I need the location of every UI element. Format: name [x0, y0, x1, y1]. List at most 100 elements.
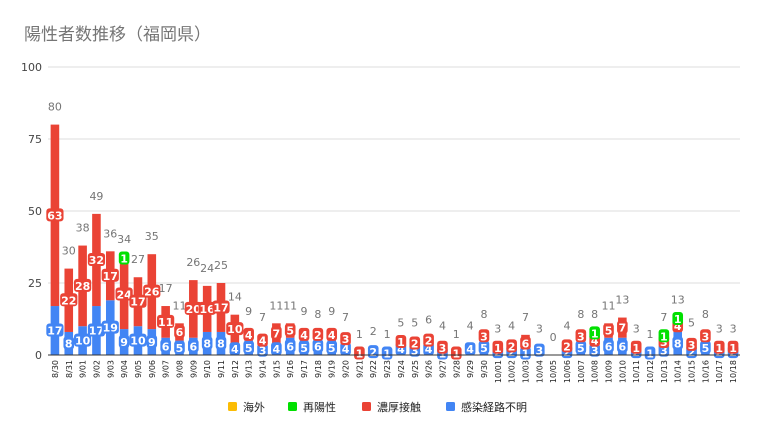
total-label: 5 — [411, 317, 418, 330]
data-label-fumei: 5 — [300, 342, 308, 355]
data-label-bg — [115, 287, 133, 301]
total-label: 17 — [159, 282, 173, 295]
data-label-bg — [160, 339, 171, 353]
x-tick-label: 9/26 — [425, 360, 434, 378]
data-label-noukou: 24 — [116, 289, 132, 302]
x-tick-label: 10/07 — [577, 360, 586, 383]
legend[interactable]: 海外 再陽性 濃厚接触 感染経路不明 — [228, 400, 527, 414]
total-label: 3 — [494, 322, 501, 335]
total-label: 13 — [671, 294, 685, 307]
total-label: 7 — [342, 311, 349, 324]
y-axis-ticks: 0 25 50 75 100 — [21, 61, 42, 362]
data-label-bg — [700, 329, 711, 343]
data-label-fumei: 5 — [176, 342, 184, 355]
data-label-noukou: 3 — [480, 330, 488, 343]
data-label-noukou: 2 — [508, 340, 516, 353]
data-label-noukou: 4 — [300, 329, 308, 342]
x-tick-label: 10/02 — [508, 360, 517, 383]
data-label-noukou: 7 — [619, 322, 627, 335]
data-label-noukou: 26 — [144, 286, 160, 299]
data-label-bg — [143, 284, 161, 298]
data-label-fumei: 3 — [259, 345, 267, 358]
total-label: 14 — [228, 291, 242, 304]
data-label-noukou: 2 — [563, 340, 571, 353]
total-label: 11 — [172, 299, 186, 312]
data-label-fumei: 17 — [47, 325, 62, 338]
data-label-bg — [46, 208, 64, 222]
data-label-fumei: 1 — [383, 348, 391, 361]
data-label-fumei: 5 — [245, 342, 253, 355]
data-label-bg — [257, 343, 268, 357]
legend-label: 海外 — [243, 400, 265, 414]
total-label: 1 — [647, 328, 654, 341]
data-label-noukou: 63 — [47, 209, 62, 222]
data-label-noukou: 1 — [715, 342, 723, 355]
data-label-noukou: 32 — [89, 254, 104, 267]
x-tick-label: 10/09 — [605, 360, 614, 383]
x-tick-label: 9/09 — [189, 360, 198, 378]
total-label: 3 — [716, 322, 723, 335]
data-label-bg — [229, 342, 241, 356]
legend-item-noukou[interactable]: 濃厚接触 — [362, 400, 421, 414]
legend-item-sai[interactable]: 再陽性 — [288, 400, 336, 414]
data-label-bg — [589, 343, 600, 357]
data-label-bg — [658, 329, 670, 343]
x-tick-label: 9/30 — [480, 360, 489, 378]
data-label-bg — [506, 339, 517, 353]
y-tick-label: 25 — [28, 277, 42, 290]
x-tick-label: 9/02 — [92, 360, 101, 378]
data-label-fumei: 3 — [411, 345, 419, 358]
data-label-bg — [492, 340, 504, 354]
data-label-noukou: 3 — [439, 342, 447, 355]
data-label-noukou: 2 — [411, 337, 419, 350]
data-label-bg — [478, 329, 490, 343]
x-tick-label: 9/01 — [79, 360, 88, 378]
legend-item-kaigai[interactable]: 海外 — [228, 400, 265, 414]
data-label-bg — [340, 342, 351, 356]
data-label-bg — [534, 343, 545, 357]
data-label-bg — [271, 326, 282, 340]
legend-item-fumei[interactable]: 感染経路不明 — [446, 400, 527, 414]
total-label: 4 — [439, 319, 446, 332]
data-label-fumei: 1 — [522, 348, 530, 361]
total-label: 0 — [550, 331, 557, 344]
data-label-fumei: 6 — [605, 340, 613, 353]
data-label-noukou: 5 — [286, 325, 294, 338]
data-label-noukou: 4 — [328, 329, 336, 342]
data-label-bg — [423, 333, 434, 347]
total-label: 6 — [425, 314, 432, 327]
data-label-bg — [672, 336, 684, 350]
legend-swatch — [288, 402, 297, 411]
x-tick-label: 9/22 — [369, 360, 378, 378]
data-label-bg — [617, 339, 628, 353]
data-label-fumei: 4 — [342, 343, 350, 356]
x-tick-label: 9/13 — [245, 360, 254, 378]
x-tick-label: 10/03 — [521, 360, 530, 383]
legend-label: 再陽性 — [303, 400, 336, 414]
y-tick-label: 50 — [28, 205, 42, 218]
x-tick-label: 9/19 — [328, 360, 337, 378]
data-label-bg — [198, 301, 216, 315]
gridlines — [48, 66, 740, 284]
total-label: 4 — [467, 319, 474, 332]
data-label-noukou: 1 — [632, 342, 640, 355]
data-label-bg — [450, 346, 462, 360]
total-label: 1 — [384, 328, 391, 341]
data-label-fumei: 10 — [75, 335, 91, 348]
x-tick-label: 9/27 — [438, 360, 447, 378]
data-label-bg — [118, 335, 130, 349]
data-label-bg — [713, 340, 725, 354]
total-label: 11 — [269, 299, 283, 312]
x-tick-label: 9/15 — [272, 360, 281, 378]
data-label-bg — [686, 337, 697, 351]
total-label: 8 — [314, 308, 321, 321]
data-label-noukou: 2 — [425, 335, 433, 348]
x-tick-label: 9/04 — [120, 360, 129, 378]
total-label: 8 — [577, 308, 584, 321]
data-label-bg — [520, 336, 531, 350]
x-tick-label: 9/07 — [162, 360, 171, 378]
x-tick-label: 9/14 — [259, 360, 268, 378]
x-tick-label: 9/24 — [397, 360, 406, 378]
x-tick-label: 10/08 — [591, 360, 600, 383]
